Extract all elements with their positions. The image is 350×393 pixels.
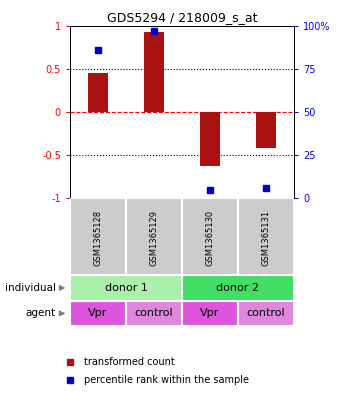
Bar xyxy=(70,198,126,275)
Text: Vpr: Vpr xyxy=(200,309,220,318)
Bar xyxy=(238,301,294,326)
Text: GSM1365129: GSM1365129 xyxy=(149,210,159,266)
Text: control: control xyxy=(247,309,285,318)
Bar xyxy=(182,275,294,301)
Text: individual: individual xyxy=(5,283,56,293)
Title: GDS5294 / 218009_s_at: GDS5294 / 218009_s_at xyxy=(107,11,257,24)
Bar xyxy=(144,33,164,112)
Bar xyxy=(238,198,294,275)
Text: donor 1: donor 1 xyxy=(105,283,147,293)
Bar xyxy=(200,112,220,165)
Text: GSM1365130: GSM1365130 xyxy=(205,210,215,266)
Bar xyxy=(126,198,182,275)
Bar xyxy=(88,73,108,112)
Text: GSM1365131: GSM1365131 xyxy=(261,210,271,266)
Bar xyxy=(182,198,238,275)
Text: donor 2: donor 2 xyxy=(217,283,259,293)
Text: agent: agent xyxy=(26,309,56,318)
Bar xyxy=(182,301,238,326)
Text: Vpr: Vpr xyxy=(88,309,108,318)
Text: transformed count: transformed count xyxy=(84,357,175,367)
Text: percentile rank within the sample: percentile rank within the sample xyxy=(84,375,249,385)
Bar xyxy=(256,112,276,148)
Bar xyxy=(126,301,182,326)
Text: control: control xyxy=(135,309,173,318)
Text: GSM1365128: GSM1365128 xyxy=(93,210,103,266)
Bar xyxy=(70,301,126,326)
Bar xyxy=(70,275,182,301)
